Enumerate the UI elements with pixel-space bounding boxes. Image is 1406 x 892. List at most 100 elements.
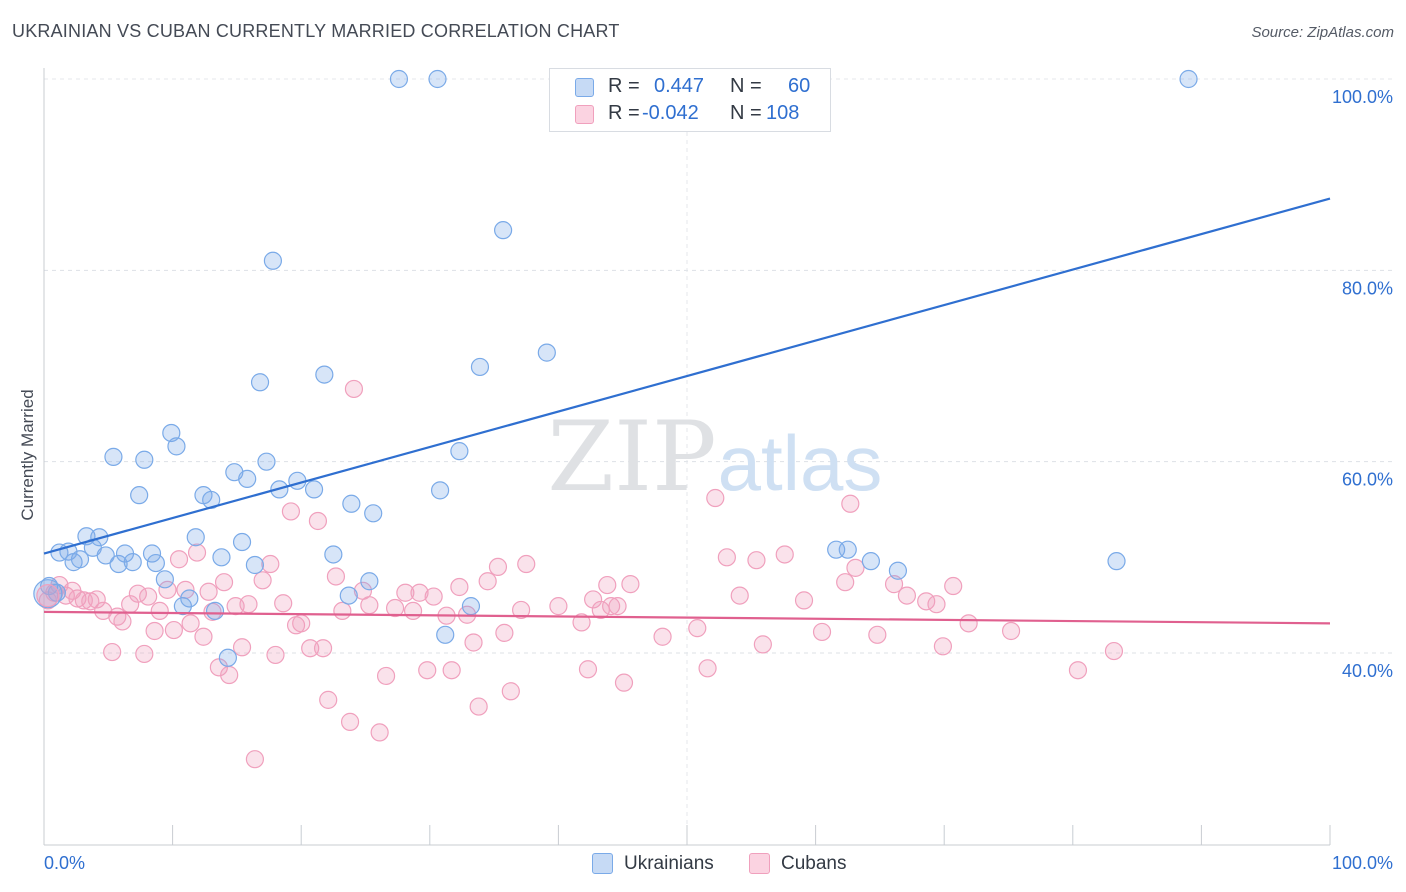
cuban-point — [469, 697, 488, 716]
cuban-point — [418, 661, 437, 680]
ukrainian-point — [838, 540, 857, 559]
cuban-point — [261, 554, 280, 574]
cuban-point — [794, 591, 814, 610]
ukrainian-point — [888, 561, 908, 580]
correlation-legend: R = 0.447 N = 60 R = -0.042 N = 108 — [549, 68, 831, 132]
legend-n-label: N = — [730, 75, 762, 97]
ukrainian-point — [861, 552, 880, 571]
legend-n-value: 60 — [788, 75, 811, 97]
cuban-point — [169, 550, 189, 569]
cuban-point — [602, 597, 621, 616]
cuban-point — [301, 639, 320, 658]
ukrainian-point — [238, 469, 257, 488]
ukrainian-point — [364, 504, 383, 523]
cuban-point — [164, 620, 183, 640]
ukrainian-point — [180, 589, 199, 608]
y-tick-label: 60.0% — [1342, 470, 1393, 490]
cuban-point — [232, 638, 252, 657]
x-tick-label: 100.0% — [1332, 853, 1393, 873]
ukrainian-point — [130, 486, 149, 505]
ukrainians-trend-line — [43, 197, 1331, 555]
cuban-point — [139, 587, 158, 606]
cuban-point — [135, 644, 154, 664]
cuban-point — [103, 642, 122, 662]
cuban-point — [274, 594, 293, 613]
ukrainian-point — [167, 437, 186, 456]
ukrainian-point — [186, 528, 205, 547]
cuban-point — [194, 627, 213, 646]
cuban-point — [501, 682, 520, 701]
legend-label-cubans: Cubans — [781, 853, 847, 874]
cuban-point — [1104, 641, 1124, 661]
cuban-point — [621, 575, 640, 594]
cuban-point — [292, 614, 311, 633]
cuban-point — [403, 601, 423, 621]
cuban-point — [747, 551, 766, 570]
cuban-point — [220, 665, 239, 685]
axes — [43, 68, 1331, 846]
ukrainian-point — [470, 357, 490, 377]
legend-label-ukrainians: Ukrainians — [624, 853, 714, 874]
cuban-point — [187, 543, 207, 562]
watermark-atlas: atlas — [718, 419, 883, 507]
ukrainian-point — [245, 555, 265, 575]
cuban-point — [376, 666, 396, 686]
cuban-point — [688, 619, 707, 638]
chart-source: Source: ZipAtlas.com — [1251, 24, 1394, 41]
cuban-point — [340, 712, 360, 731]
ukrainian-point — [494, 221, 513, 240]
ukrainian-point — [360, 572, 379, 591]
cuban-point — [344, 379, 364, 399]
cuban-point — [150, 601, 169, 621]
cuban-point — [308, 511, 328, 531]
ukrainian-point — [461, 597, 481, 616]
cuban-point — [706, 488, 725, 508]
cuban-point — [81, 592, 100, 611]
legend-swatch-ukrainians — [592, 853, 613, 874]
ukrainian-point — [218, 648, 237, 667]
cuban-point — [450, 577, 469, 597]
cuban-point — [424, 587, 443, 606]
legend-r-value: -0.042 — [642, 102, 699, 124]
cuban-point — [897, 586, 917, 605]
cuban-point — [512, 600, 531, 620]
cuban-point — [360, 596, 379, 615]
ukrainian-point — [450, 442, 469, 461]
ukrainian-point — [123, 553, 142, 572]
cuban-point — [158, 580, 177, 599]
legend-swatch-ukrainians — [575, 78, 594, 97]
ukrainian-point — [324, 545, 343, 564]
ukrainian-point — [1179, 69, 1198, 89]
cuban-point — [495, 623, 514, 643]
legend-swatch-cubans — [749, 853, 770, 874]
legend-r-label: R = — [608, 75, 640, 97]
cuban-point — [319, 690, 338, 709]
chart-title: UKRAINIAN VS CUBAN CURRENTLY MARRIED COR… — [12, 21, 620, 41]
ukrainian-point — [428, 69, 447, 89]
ukrainian-point — [109, 554, 128, 574]
ukrainian-point — [70, 550, 90, 569]
x-tick-label: 0.0% — [44, 853, 85, 873]
cuban-point — [698, 659, 717, 678]
cuban-point — [145, 621, 164, 641]
ukrainian-point — [135, 450, 154, 469]
cuban-point — [442, 661, 461, 680]
ukrainian-point — [315, 365, 334, 384]
cuban-point — [128, 584, 147, 603]
cuban-point — [517, 554, 536, 574]
y-tick-label: 40.0% — [1342, 661, 1393, 681]
legend-row-ukrainians: R = 0.447 N = 60 — [550, 73, 830, 101]
cuban-point — [313, 639, 333, 658]
cuban-point — [598, 575, 617, 595]
ukrainian-point — [288, 471, 307, 490]
cuban-point — [488, 557, 508, 577]
cuban-point — [917, 592, 936, 611]
ukrainian-point — [232, 532, 252, 552]
ukrainian-point — [1107, 552, 1126, 571]
cuban-point — [74, 591, 93, 610]
cuban-point — [113, 612, 132, 631]
cuban-point — [385, 598, 405, 618]
cuban-point — [239, 595, 258, 614]
legend-n-label: N = — [730, 102, 762, 124]
ukrainian-point — [162, 423, 181, 443]
